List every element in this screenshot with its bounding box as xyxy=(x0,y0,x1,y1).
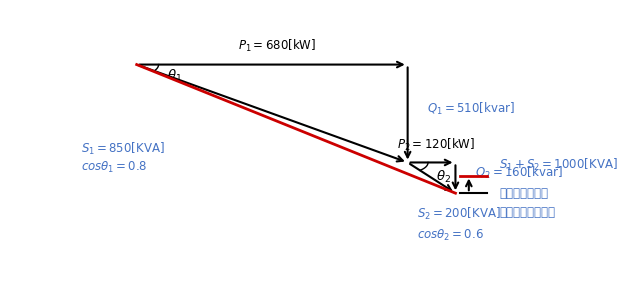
Text: コンデンサを追加: コンデンサを追加 xyxy=(499,206,555,219)
Text: $S_2 = 200$[KVA]: $S_2 = 200$[KVA] xyxy=(418,206,501,222)
Text: になるように、: になるように、 xyxy=(499,187,548,200)
Text: $\theta_2$: $\theta_2$ xyxy=(436,168,451,185)
Text: $Q_2 = 160$[kvar]: $Q_2 = 160$[kvar] xyxy=(475,165,562,181)
Text: $S_1 = 850$[KVA]: $S_1 = 850$[KVA] xyxy=(81,141,165,157)
Text: $Q_1 = 510$[kvar]: $Q_1 = 510$[kvar] xyxy=(427,101,515,117)
Text: $cos\theta_1 = 0.8$: $cos\theta_1 = 0.8$ xyxy=(81,160,147,175)
Text: $\theta_1$: $\theta_1$ xyxy=(167,68,182,84)
Text: $P_1 = 680$[kW]: $P_1 = 680$[kW] xyxy=(238,38,316,54)
Text: $P_2 = 120$[kW]: $P_2 = 120$[kW] xyxy=(398,137,475,153)
Text: $S_1 + S_2 = 1000$[KVA]: $S_1 + S_2 = 1000$[KVA] xyxy=(499,157,618,173)
Text: $cos\theta_2 = 0.6$: $cos\theta_2 = 0.6$ xyxy=(418,227,484,243)
